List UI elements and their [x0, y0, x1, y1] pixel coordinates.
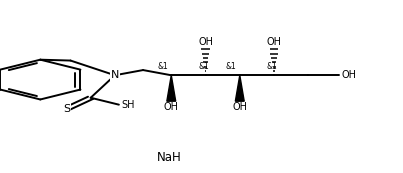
Text: OH: OH	[266, 37, 282, 47]
Polygon shape	[167, 75, 176, 101]
Text: OH: OH	[164, 102, 179, 112]
Text: SH: SH	[121, 100, 135, 110]
Text: N: N	[111, 70, 119, 80]
Text: OH: OH	[232, 102, 247, 112]
Text: &1: &1	[267, 62, 277, 71]
Text: S: S	[63, 104, 70, 114]
Text: &1: &1	[198, 62, 209, 71]
Text: &1: &1	[157, 62, 168, 71]
Text: NaH: NaH	[157, 151, 182, 164]
Text: OH: OH	[342, 70, 357, 80]
Polygon shape	[235, 75, 244, 101]
Text: &1: &1	[226, 62, 236, 71]
Text: OH: OH	[198, 37, 213, 47]
